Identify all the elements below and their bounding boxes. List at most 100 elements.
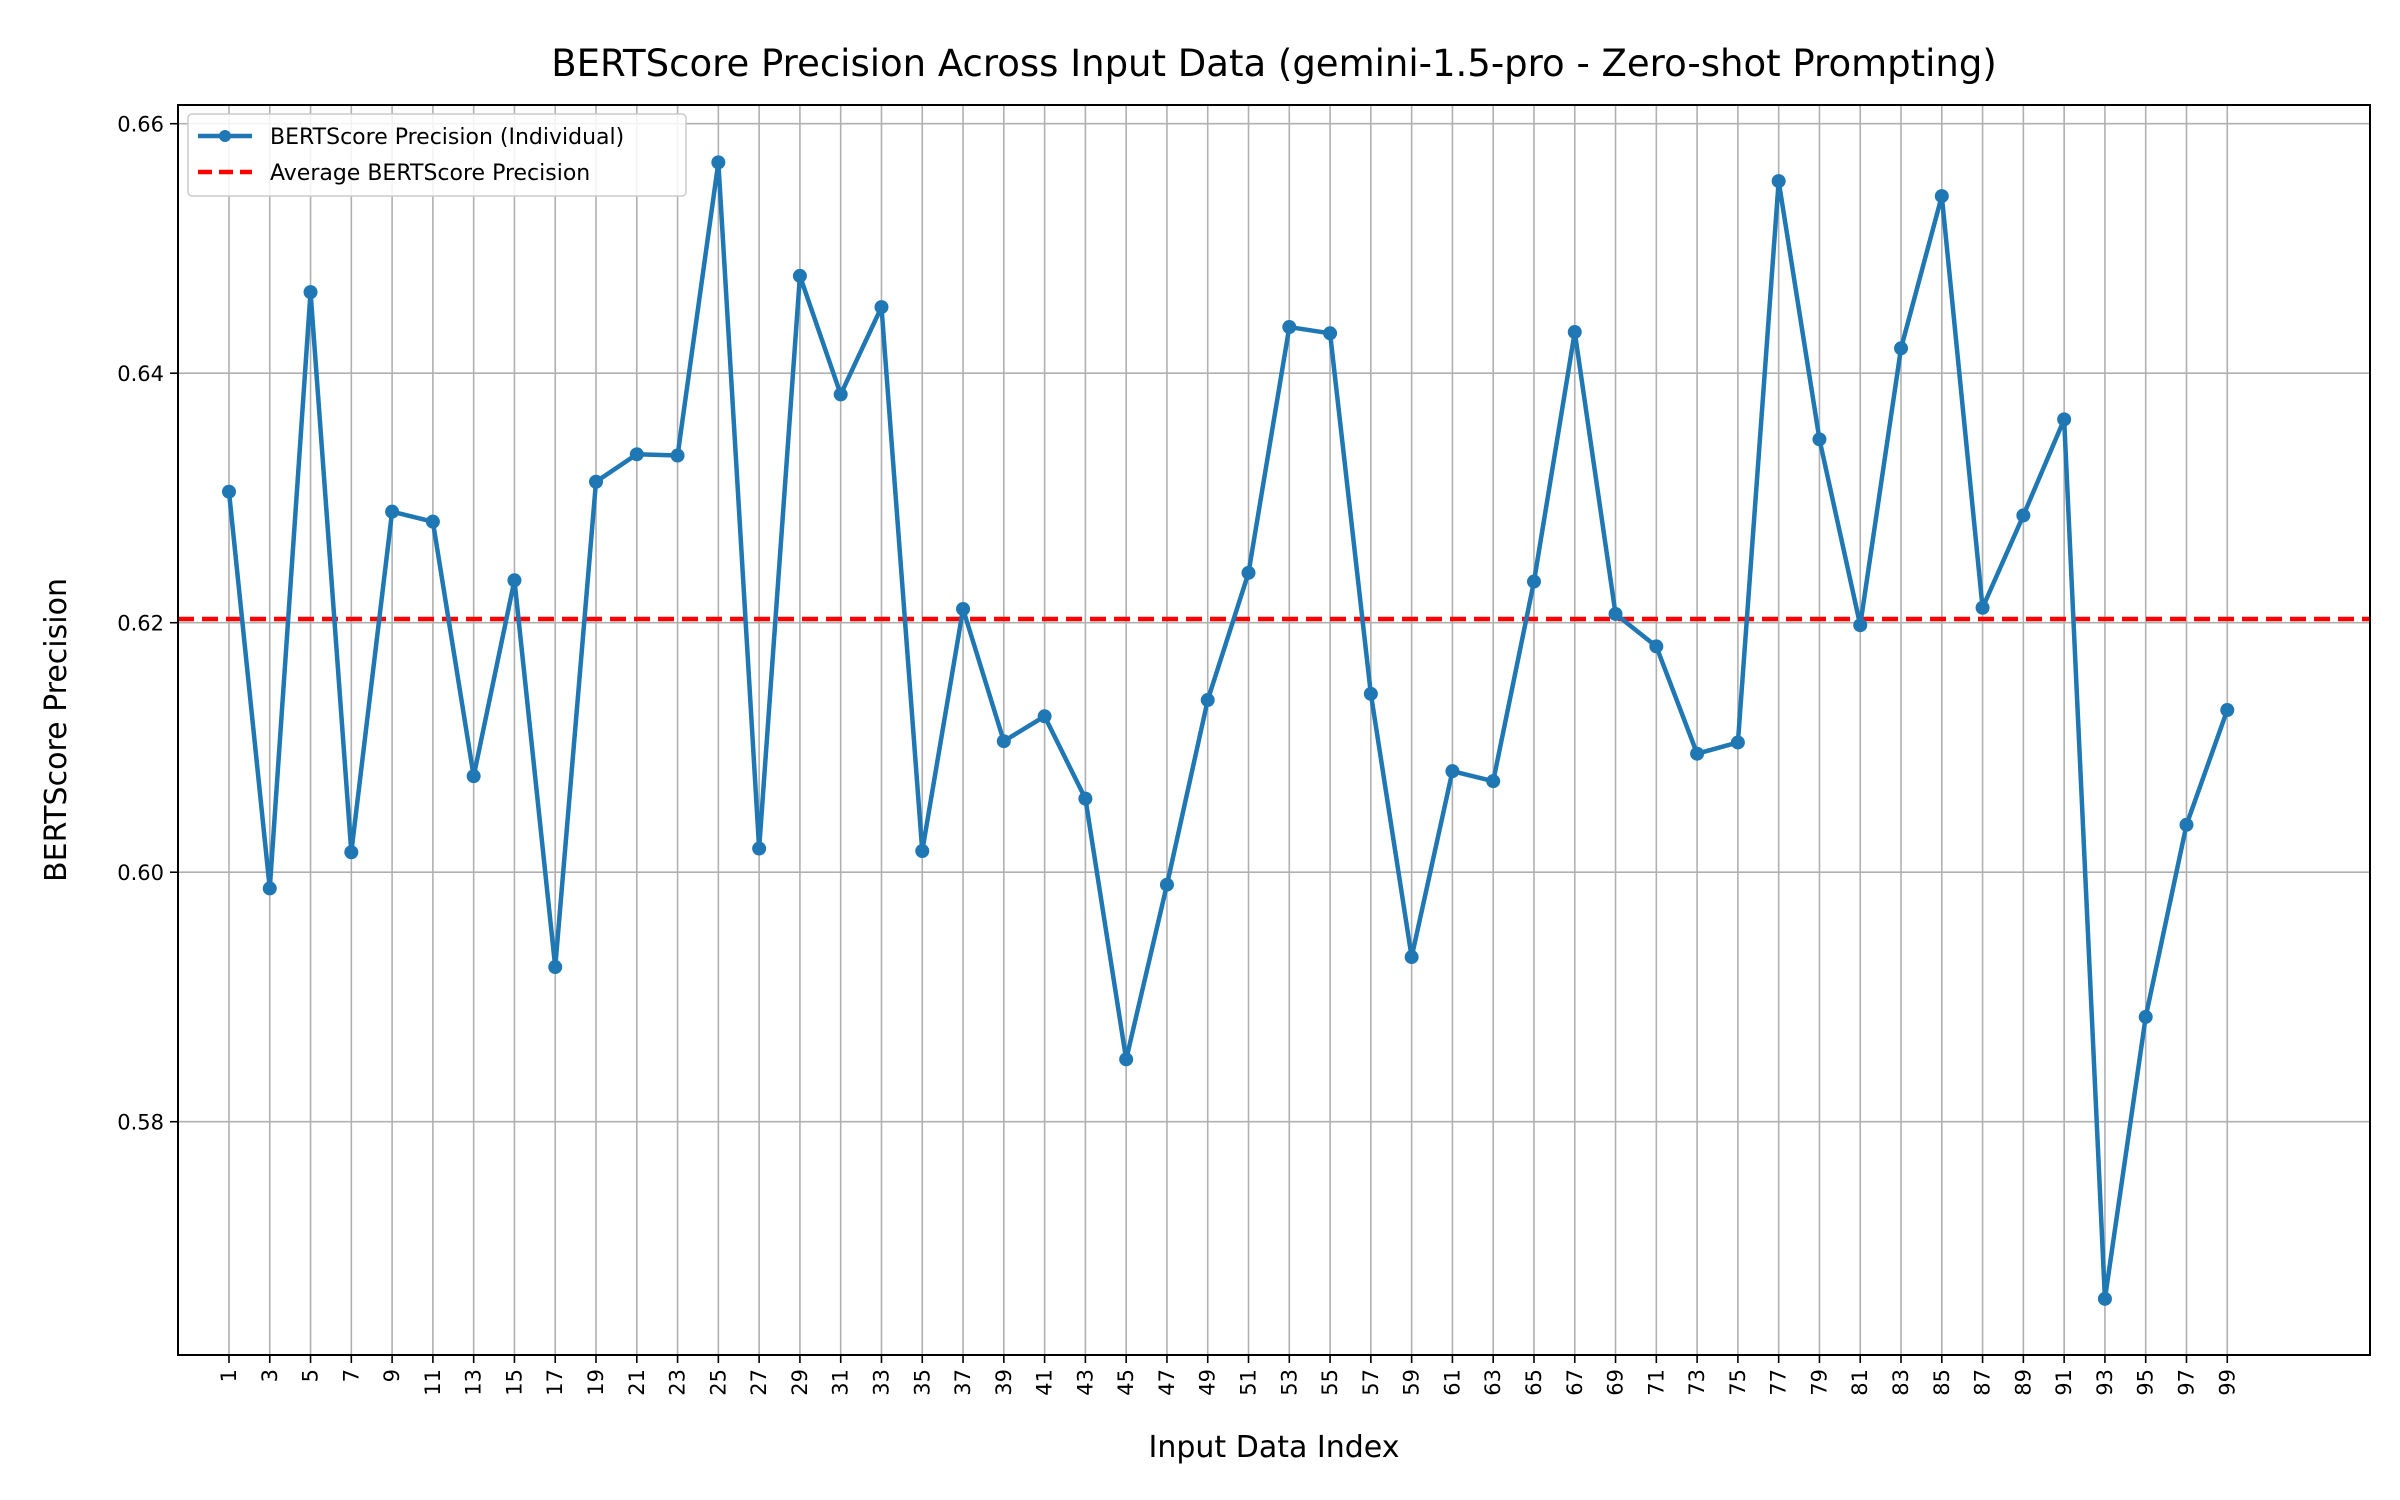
- data-point: [1363, 686, 1378, 701]
- data-point: [1771, 174, 1786, 189]
- data-point: [425, 514, 440, 529]
- legend-label-average: Average BERTScore Precision: [270, 161, 590, 186]
- x-tick-label: 59: [1400, 1369, 1424, 1396]
- data-point: [1445, 764, 1460, 779]
- x-tick-label: 37: [951, 1369, 975, 1396]
- y-axis-ticks: 0.58 0.60 0.62 0.64 0.66: [117, 113, 178, 1135]
- data-point: [833, 387, 848, 402]
- x-tick-label: 13: [462, 1369, 486, 1396]
- x-tick-label: 91: [2052, 1369, 2076, 1396]
- data-point: [1690, 746, 1705, 761]
- data-point: [221, 484, 236, 499]
- data-point: [1037, 709, 1052, 724]
- data-point: [2057, 412, 2072, 427]
- data-point: [344, 845, 359, 860]
- data-point: [1526, 574, 1541, 589]
- data-point: [1975, 600, 1990, 615]
- data-point: [915, 844, 930, 859]
- data-point: [711, 155, 726, 170]
- data-point: [629, 447, 644, 462]
- x-tick-label: 49: [1196, 1369, 1220, 1396]
- x-tick-label: 51: [1237, 1369, 1261, 1396]
- data-point: [1159, 877, 1174, 892]
- x-tick-label: 15: [502, 1369, 526, 1396]
- x-tick-label: 53: [1277, 1369, 1301, 1396]
- x-tick-label: 63: [1481, 1369, 1505, 1396]
- data-point: [466, 769, 481, 784]
- data-point: [752, 841, 767, 856]
- data-point: [2097, 1291, 2112, 1306]
- data-point: [1934, 189, 1949, 204]
- x-tick-label: 41: [1033, 1369, 1057, 1396]
- x-tick-label: 67: [1563, 1369, 1587, 1396]
- x-tick-label: 23: [666, 1369, 690, 1396]
- data-point: [1567, 325, 1582, 340]
- x-tick-label: 75: [1726, 1369, 1750, 1396]
- data-point: [2179, 817, 2194, 832]
- x-tick-label: 55: [1318, 1369, 1342, 1396]
- x-tick-label: 19: [584, 1369, 608, 1396]
- y-tick-label: 0.60: [117, 861, 164, 885]
- data-point: [1730, 735, 1745, 750]
- y-tick-label: 0.58: [117, 1111, 164, 1135]
- x-axis-label: Input Data Index: [1149, 1430, 1400, 1465]
- y-tick-label: 0.64: [117, 362, 164, 386]
- data-point: [1486, 774, 1501, 789]
- x-tick-label: 17: [543, 1369, 567, 1396]
- x-tick-label: 47: [1155, 1369, 1179, 1396]
- data-point: [385, 504, 400, 519]
- x-tick-label: 21: [625, 1369, 649, 1396]
- x-tick-label: 61: [1440, 1369, 1464, 1396]
- data-point: [1608, 606, 1623, 621]
- data-point: [262, 881, 277, 896]
- data-point: [670, 448, 685, 463]
- data-point: [548, 960, 563, 975]
- data-point: [1282, 320, 1297, 335]
- data-point: [1649, 639, 1664, 654]
- x-tick-label: 43: [1073, 1369, 1097, 1396]
- data-point: [1323, 326, 1338, 341]
- series-layer: [221, 155, 2235, 1306]
- data-point: [1404, 950, 1419, 965]
- data-point: [2220, 703, 2235, 718]
- x-tick-label: 65: [1522, 1369, 1546, 1396]
- data-point: [1894, 341, 1909, 356]
- plot-frame: [177, 104, 2371, 1356]
- legend-marker-individual: [219, 130, 231, 142]
- x-tick-label: 83: [1889, 1369, 1913, 1396]
- x-tick-label: 85: [1930, 1369, 1954, 1396]
- data-point: [874, 300, 889, 315]
- legend: BERTScore Precision (Individual) Average…: [187, 113, 687, 197]
- y-axis-label: BERTScore Precision: [39, 578, 74, 882]
- chart-title: BERTScore Precision Across Input Data (g…: [551, 42, 1997, 85]
- x-tick-label: 31: [829, 1369, 853, 1396]
- x-tick-label: 45: [1114, 1369, 1138, 1396]
- x-tick-label: 33: [869, 1369, 893, 1396]
- x-tick-label: 1: [217, 1369, 241, 1382]
- data-point: [1078, 791, 1093, 806]
- x-tick-label: 87: [1971, 1369, 1995, 1396]
- x-tick-label: 11: [421, 1369, 445, 1396]
- data-point: [507, 573, 522, 588]
- x-gridlines: [228, 105, 2229, 1355]
- x-tick-label: 95: [2134, 1369, 2158, 1396]
- x-tick-label: 79: [1807, 1369, 1831, 1396]
- x-tick-label: 99: [2215, 1369, 2239, 1396]
- data-point: [1853, 618, 1868, 633]
- data-point: [2138, 1009, 2153, 1024]
- x-tick-label: 7: [339, 1369, 363, 1382]
- legend-label-individual: BERTScore Precision (Individual): [270, 125, 624, 150]
- x-tick-label: 5: [299, 1369, 323, 1382]
- x-tick-label: 97: [2174, 1369, 2198, 1396]
- x-tick-label: 71: [1644, 1369, 1668, 1396]
- data-point: [1200, 693, 1215, 708]
- data-point: [303, 285, 318, 300]
- x-tick-label: 81: [1848, 1369, 1872, 1396]
- data-point: [792, 268, 807, 283]
- x-tick-label: 93: [2093, 1369, 2117, 1396]
- x-tick-label: 27: [747, 1369, 771, 1396]
- data-point: [2016, 508, 2031, 523]
- x-tick-label: 73: [1685, 1369, 1709, 1396]
